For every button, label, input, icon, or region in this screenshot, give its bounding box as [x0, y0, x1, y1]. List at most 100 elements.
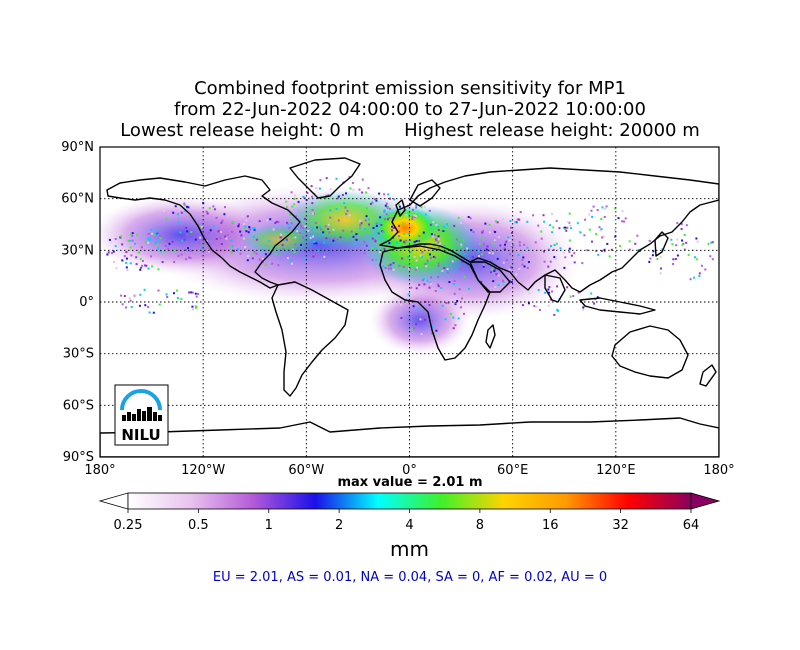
speckle — [294, 236, 297, 239]
speckle — [246, 259, 249, 262]
speckle — [408, 216, 410, 219]
speckle — [388, 207, 391, 210]
map-title: Combined footprint emission sensitivity … — [0, 78, 800, 141]
speckle — [335, 177, 338, 180]
speckle — [194, 305, 197, 308]
speckle — [437, 237, 440, 240]
colorbar-tick-label: 0.5 — [188, 518, 209, 533]
speckle — [402, 265, 405, 268]
speckle — [672, 258, 675, 261]
speckle — [495, 273, 498, 276]
speckle — [510, 266, 513, 269]
speckle — [628, 240, 631, 243]
speckle — [398, 224, 400, 227]
speckle — [329, 188, 332, 191]
speckle — [206, 212, 209, 215]
speckle — [456, 238, 458, 241]
speckle — [433, 234, 436, 237]
speckle — [387, 206, 390, 209]
speckle — [185, 226, 187, 229]
speckle — [245, 219, 248, 222]
speckle — [568, 239, 571, 242]
speckle — [327, 194, 330, 197]
speckle — [226, 233, 229, 236]
speckle — [151, 232, 154, 235]
speckle — [277, 264, 280, 267]
speckle — [289, 213, 292, 216]
speckle — [292, 237, 295, 240]
speckle — [156, 244, 159, 247]
speckle — [114, 238, 117, 240]
speckle — [108, 238, 111, 241]
speckle — [683, 248, 686, 251]
speckle — [425, 247, 428, 250]
speckle — [488, 231, 491, 234]
speckle — [392, 227, 395, 229]
speckle — [553, 313, 556, 316]
speckle — [244, 227, 246, 230]
speckle — [183, 238, 186, 241]
speckle — [144, 304, 147, 307]
speckle — [374, 240, 377, 243]
speckle — [165, 231, 168, 234]
speckle — [648, 260, 651, 263]
speckle — [270, 247, 273, 250]
speckle — [596, 209, 599, 211]
speckle — [294, 215, 297, 218]
speckle — [411, 257, 414, 260]
speckle — [437, 264, 440, 267]
speckle — [591, 215, 594, 218]
speckle — [430, 276, 432, 279]
speckle — [594, 298, 597, 301]
speckle — [375, 222, 378, 225]
speckle — [138, 304, 141, 307]
speckle — [415, 287, 418, 290]
speckle — [369, 203, 372, 205]
speckle — [711, 258, 714, 261]
speckle — [624, 217, 627, 220]
speckle — [563, 266, 566, 269]
speckle — [537, 289, 540, 291]
speckle — [557, 309, 560, 312]
speckle — [230, 246, 233, 249]
speckle — [195, 306, 197, 309]
speckle — [325, 237, 328, 240]
speckle — [421, 318, 424, 321]
speckle — [446, 271, 449, 274]
graticule — [100, 147, 719, 457]
speckle — [374, 247, 377, 250]
speckle — [648, 239, 651, 242]
coast-australia — [611, 325, 689, 379]
speckle — [540, 230, 543, 233]
speckle — [114, 245, 117, 248]
speckle — [415, 259, 418, 262]
speckle — [637, 248, 640, 251]
speckle — [437, 285, 440, 288]
speckle — [125, 266, 128, 269]
speckle — [275, 220, 278, 223]
speckle — [172, 211, 175, 214]
speckle — [468, 287, 470, 290]
speckle — [179, 231, 182, 234]
speckle — [198, 241, 201, 244]
speckle — [339, 244, 342, 247]
speckle — [415, 240, 418, 243]
speckle — [291, 233, 294, 236]
speckle — [567, 221, 570, 224]
speckle — [460, 222, 462, 224]
speckle — [547, 288, 550, 291]
speckle — [375, 199, 378, 202]
speckle — [591, 240, 593, 243]
speckle — [432, 255, 435, 258]
speckle — [187, 247, 189, 250]
speckle — [401, 222, 404, 225]
speckle — [569, 224, 572, 227]
map-frame — [99, 146, 720, 458]
speckle — [315, 187, 318, 190]
speckle — [576, 222, 579, 225]
speckle — [468, 247, 470, 249]
speckle — [426, 252, 429, 255]
speckle — [477, 250, 480, 252]
speckle — [499, 244, 502, 247]
